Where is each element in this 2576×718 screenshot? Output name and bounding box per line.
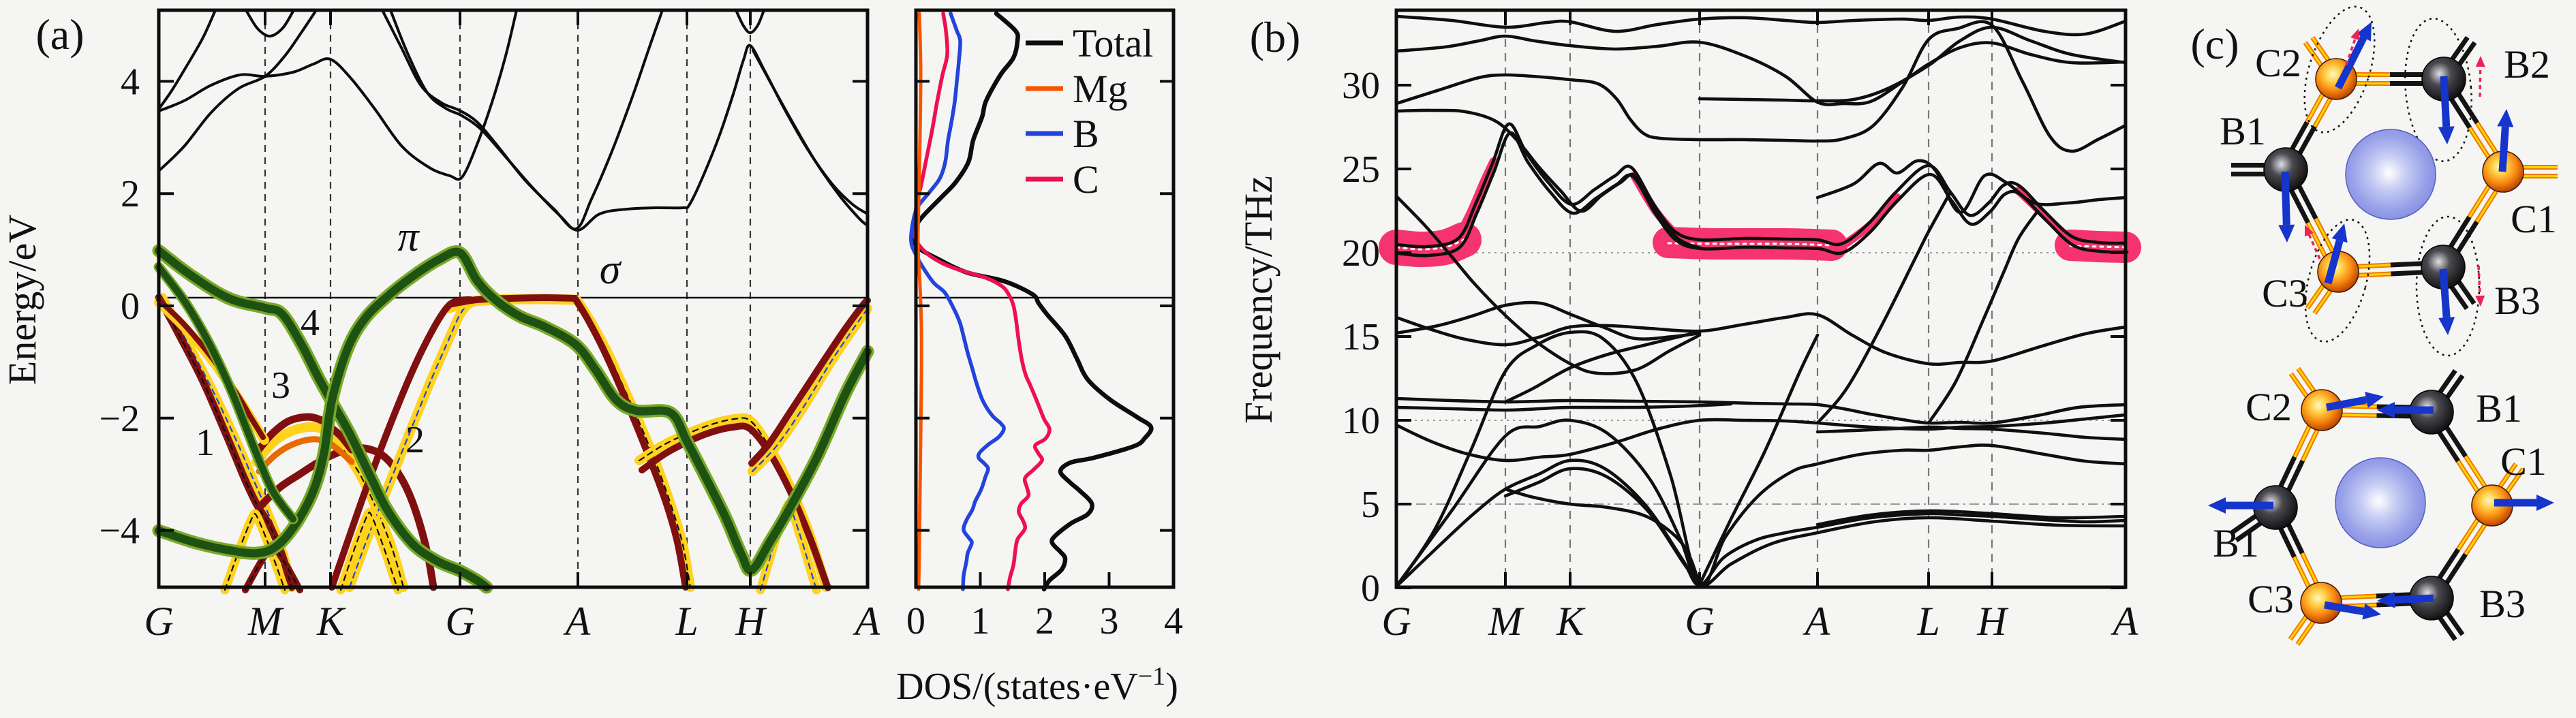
svg-text:B3: B3 xyxy=(2479,582,2526,626)
svg-text:25: 25 xyxy=(1342,149,1380,191)
svg-text:Frequency/THz: Frequency/THz xyxy=(1236,176,1281,424)
svg-text:2: 2 xyxy=(405,419,425,461)
svg-text:4: 4 xyxy=(301,302,320,344)
svg-text:C1: C1 xyxy=(2511,197,2557,241)
svg-text:−2: −2 xyxy=(99,398,140,440)
svg-text:C2: C2 xyxy=(2255,41,2301,85)
svg-text:H: H xyxy=(1976,599,2009,644)
svg-text:π: π xyxy=(397,214,420,260)
svg-text:−4: −4 xyxy=(99,510,140,552)
svg-text:0: 0 xyxy=(906,600,925,642)
svg-text:M: M xyxy=(1488,599,1524,644)
svg-text:Mg: Mg xyxy=(1073,67,1128,111)
svg-text:L: L xyxy=(675,599,698,644)
svg-text:1: 1 xyxy=(971,600,990,642)
svg-text:2: 2 xyxy=(1035,600,1054,642)
svg-text:20: 20 xyxy=(1342,232,1380,275)
svg-text:G: G xyxy=(1685,599,1714,644)
svg-text:A: A xyxy=(853,599,880,644)
svg-text:Total: Total xyxy=(1073,21,1153,65)
svg-text:1: 1 xyxy=(196,422,215,464)
svg-text:B1: B1 xyxy=(2220,109,2266,153)
svg-text:L: L xyxy=(1916,599,1939,644)
svg-text:0: 0 xyxy=(1361,567,1380,610)
svg-text:σ: σ xyxy=(600,247,622,293)
svg-text:(b): (b) xyxy=(1250,13,1301,61)
svg-text:A: A xyxy=(563,599,591,644)
svg-text:3: 3 xyxy=(271,364,290,407)
svg-text:K: K xyxy=(1556,599,1586,644)
svg-text:2: 2 xyxy=(121,173,140,215)
svg-text:C: C xyxy=(1073,157,1099,202)
svg-text:B: B xyxy=(1073,112,1099,156)
svg-text:G: G xyxy=(445,599,474,644)
svg-text:G: G xyxy=(1381,599,1411,644)
svg-text:30: 30 xyxy=(1342,65,1380,107)
svg-text:B2: B2 xyxy=(2504,42,2550,87)
svg-text:C3: C3 xyxy=(2262,271,2308,315)
svg-text:4: 4 xyxy=(1164,600,1183,642)
svg-text:DOS/(states·eV−1): DOS/(states·eV−1) xyxy=(896,662,1178,708)
svg-text:B1: B1 xyxy=(2476,386,2522,431)
svg-text:H: H xyxy=(735,599,767,644)
svg-text:(a): (a) xyxy=(35,10,84,59)
svg-text:B3: B3 xyxy=(2494,279,2541,323)
svg-text:15: 15 xyxy=(1342,316,1380,358)
svg-text:5: 5 xyxy=(1361,484,1380,526)
svg-text:A: A xyxy=(2111,599,2138,644)
svg-text:C2: C2 xyxy=(2245,385,2292,429)
svg-text:(c): (c) xyxy=(2190,20,2239,68)
svg-text:Energy/eV: Energy/eV xyxy=(0,215,44,385)
svg-text:10: 10 xyxy=(1342,400,1380,442)
svg-text:0: 0 xyxy=(121,285,140,328)
svg-text:G: G xyxy=(144,599,173,644)
svg-text:K: K xyxy=(316,599,346,644)
svg-text:A: A xyxy=(1803,599,1830,644)
svg-text:C3: C3 xyxy=(2248,577,2294,621)
svg-text:4: 4 xyxy=(121,61,140,103)
svg-text:3: 3 xyxy=(1100,600,1119,642)
svg-text:M: M xyxy=(247,599,284,644)
svg-text:C1: C1 xyxy=(2500,439,2547,484)
svg-text:B1: B1 xyxy=(2213,521,2259,565)
